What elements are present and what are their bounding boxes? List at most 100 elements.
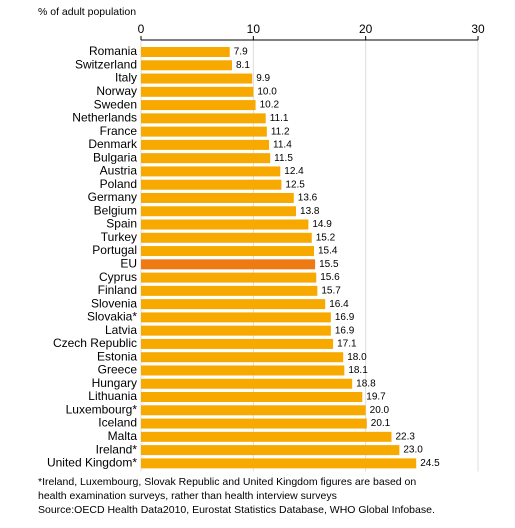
data-label: 16.9 [335, 325, 355, 336]
bar [141, 352, 344, 363]
y-tick-label: Cyprus [99, 270, 137, 284]
data-label: 20.1 [371, 418, 391, 429]
bar [141, 219, 309, 230]
data-label: 10.0 [257, 86, 277, 97]
y-tick-label: Czech Republic [53, 336, 137, 350]
bar [141, 113, 266, 124]
data-label: 19.7 [366, 392, 386, 403]
bar [141, 272, 317, 283]
y-tick-label: France [100, 124, 138, 138]
data-label: 15.4 [318, 246, 338, 257]
data-label: 15.2 [316, 232, 336, 243]
data-label: 12.4 [284, 166, 304, 177]
data-label: 11.2 [271, 126, 290, 137]
data-label: 11.4 [273, 140, 292, 151]
y-tick-label: Spain [106, 217, 137, 231]
bar [141, 100, 256, 111]
data-label: 15.5 [319, 259, 339, 270]
bar [141, 246, 314, 257]
bar [141, 378, 353, 389]
bar [141, 60, 232, 71]
y-tick-label: Turkey [101, 230, 137, 244]
bar [141, 325, 331, 336]
y-tick-label: Hungary [92, 376, 137, 390]
y-tick-label: Slovakia* [87, 310, 137, 324]
y-tick-label: Switzerland [75, 57, 137, 71]
bar [141, 206, 297, 217]
y-tick-label: Bulgaria [93, 150, 137, 164]
footnote: health examination surveys, rather than … [38, 490, 337, 502]
data-label: 18.1 [348, 365, 368, 376]
x-tick-label: 10 [247, 22, 261, 36]
bar [141, 285, 318, 296]
bar [141, 47, 230, 57]
y-tick-label: Romania [89, 44, 137, 58]
data-label: 9.9 [256, 73, 270, 84]
data-label: 7.9 [234, 47, 248, 58]
y-tick-label: EU [120, 256, 137, 270]
data-label: 23.0 [403, 445, 423, 456]
data-label: 12.5 [285, 179, 305, 190]
y-tick-label: Iceland [98, 416, 137, 430]
data-label: 18.8 [356, 378, 376, 389]
data-label: 22.3 [396, 431, 416, 442]
bar [141, 153, 271, 164]
y-tick-label: Belgium [94, 203, 137, 217]
data-label: 14.9 [312, 219, 332, 230]
bar [141, 232, 312, 243]
y-tick-label: Luxembourg* [66, 402, 138, 416]
y-tick-label: Malta [108, 429, 138, 443]
bar [141, 86, 254, 97]
data-label: 8.1 [236, 60, 250, 71]
data-label: 17.1 [337, 339, 357, 350]
y-tick-label: Ireland* [96, 442, 138, 456]
data-label: 24.5 [420, 458, 440, 469]
data-label: 10.2 [260, 100, 280, 111]
data-label: 16.4 [329, 299, 349, 310]
y-tick-label: United Kingdom* [47, 456, 137, 470]
y-tick-label: Germany [88, 190, 137, 204]
bar [141, 365, 345, 376]
bar [141, 418, 367, 429]
bar [141, 338, 334, 349]
y-tick-label: Italy [115, 71, 137, 85]
bar [141, 166, 281, 177]
bar [141, 445, 400, 456]
y-tick-label: Finland [98, 283, 137, 297]
x-tick-label: 20 [359, 22, 373, 36]
bar [141, 431, 392, 442]
x-tick-label: 0 [138, 22, 145, 36]
chart-title: % of adult population [38, 6, 136, 18]
bar [141, 259, 316, 270]
bar [141, 192, 294, 203]
y-tick-label: Greece [98, 363, 138, 377]
data-label: 15.7 [321, 286, 341, 297]
y-tick-label: Latvia [105, 323, 137, 337]
y-tick-label: Sweden [94, 97, 137, 111]
bar [141, 73, 253, 84]
y-tick-label: Austria [100, 164, 138, 178]
x-tick-label: 30 [471, 22, 485, 36]
y-tick-label: Denmark [88, 137, 138, 151]
y-tick-label: Norway [96, 84, 137, 98]
data-label: 20.0 [370, 405, 390, 416]
bar [141, 179, 282, 190]
y-tick-label: Netherlands [72, 111, 137, 125]
bar [141, 126, 267, 137]
data-label: 15.6 [320, 272, 340, 283]
footnote: *Ireland, Luxembourg, Slovak Republic an… [38, 476, 416, 488]
footnote: Source:OECD Health Data2010, Eurostat St… [38, 504, 435, 516]
data-label: 18.0 [347, 352, 367, 363]
bar [141, 405, 366, 416]
bar [141, 458, 417, 469]
bar [141, 299, 326, 310]
data-label: 16.9 [335, 312, 355, 323]
data-label: 13.6 [298, 193, 318, 204]
data-label: 11.5 [274, 153, 293, 164]
data-label: 11.1 [270, 113, 289, 124]
y-tick-label: Slovenia [91, 296, 137, 310]
y-tick-label: Poland [100, 177, 137, 191]
bar [141, 392, 363, 403]
